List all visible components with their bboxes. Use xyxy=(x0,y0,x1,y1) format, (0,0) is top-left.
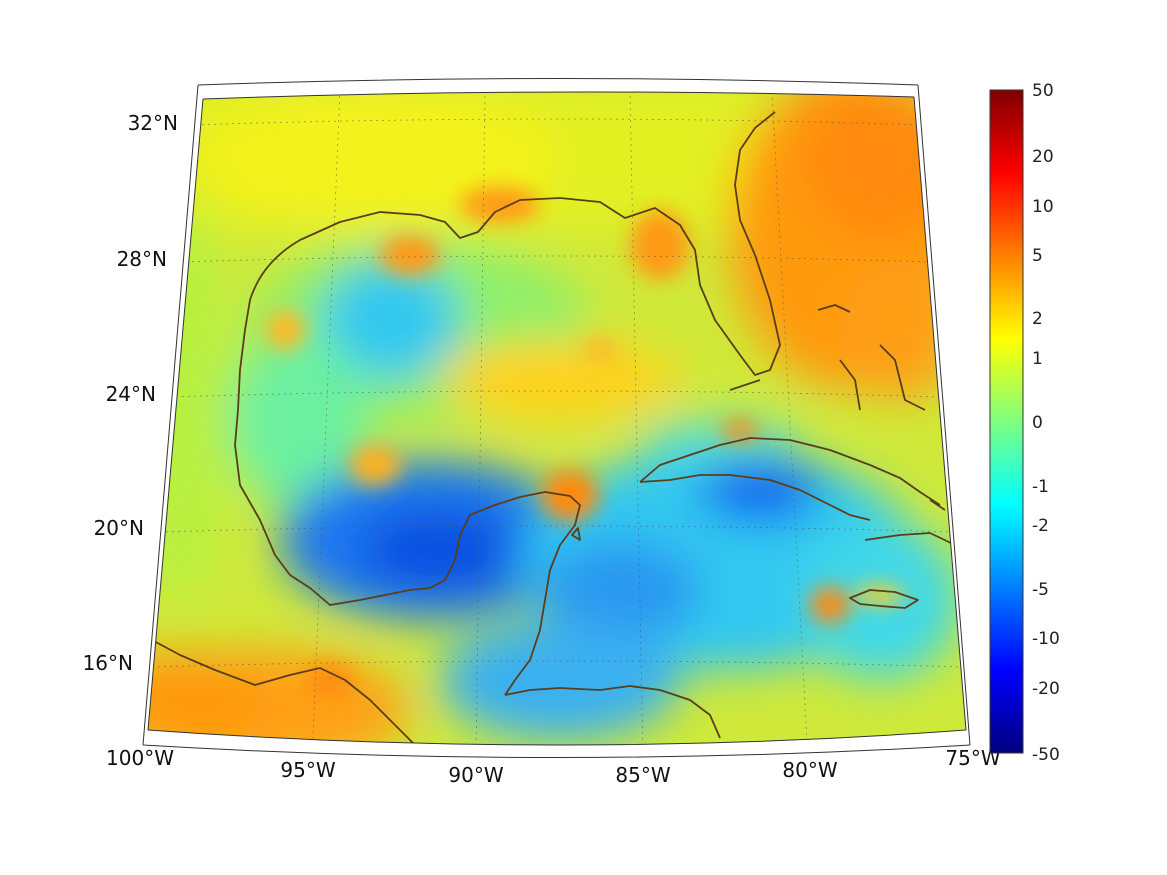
colorbar-tick-label: -2 xyxy=(1032,516,1049,536)
colorbar-tick-label: 10 xyxy=(1032,197,1054,217)
colorbar-gradient xyxy=(989,89,1024,754)
lat-label: 16°N xyxy=(83,651,133,675)
lon-label: 85°W xyxy=(615,763,670,787)
lon-label: 90°W xyxy=(448,763,503,787)
colorbar: 50 20 10 5 2 1 0 -1 -2 -5 -10 -20 -50 xyxy=(989,81,1060,765)
lat-label: 20°N xyxy=(94,516,144,540)
map-frame xyxy=(142,78,971,758)
colorbar-tick-label: -5 xyxy=(1032,580,1049,600)
colorbar-tick-label: 0 xyxy=(1032,413,1043,433)
data-field xyxy=(148,91,966,746)
colorbar-tick-label: 5 xyxy=(1032,246,1043,266)
colorbar-tick-label: 20 xyxy=(1032,147,1054,167)
longitude-labels: 100°W 95°W 90°W 85°W 80°W 75°W xyxy=(106,746,1001,787)
lat-label: 28°N xyxy=(117,247,167,271)
colorbar-tick-label: 50 xyxy=(1032,81,1054,101)
colorbar-tick-label: 1 xyxy=(1032,349,1043,369)
colorbar-tick-label: -1 xyxy=(1032,477,1049,497)
lat-label: 32°N xyxy=(128,111,178,135)
lon-label: 80°W xyxy=(782,758,837,782)
lon-label: 95°W xyxy=(280,758,335,782)
lon-label: 100°W xyxy=(106,746,174,770)
coastlines xyxy=(151,111,956,746)
colorbar-tick-label: -20 xyxy=(1032,679,1060,699)
graticule xyxy=(151,91,963,746)
colorbar-tick-label: 2 xyxy=(1032,309,1043,329)
colorbar-tick-label: -50 xyxy=(1032,745,1060,765)
colorbar-tick-label: -10 xyxy=(1032,629,1060,649)
latitude-labels: 32°N 28°N 24°N 20°N 16°N xyxy=(83,111,178,675)
lat-label: 24°N xyxy=(106,382,156,406)
